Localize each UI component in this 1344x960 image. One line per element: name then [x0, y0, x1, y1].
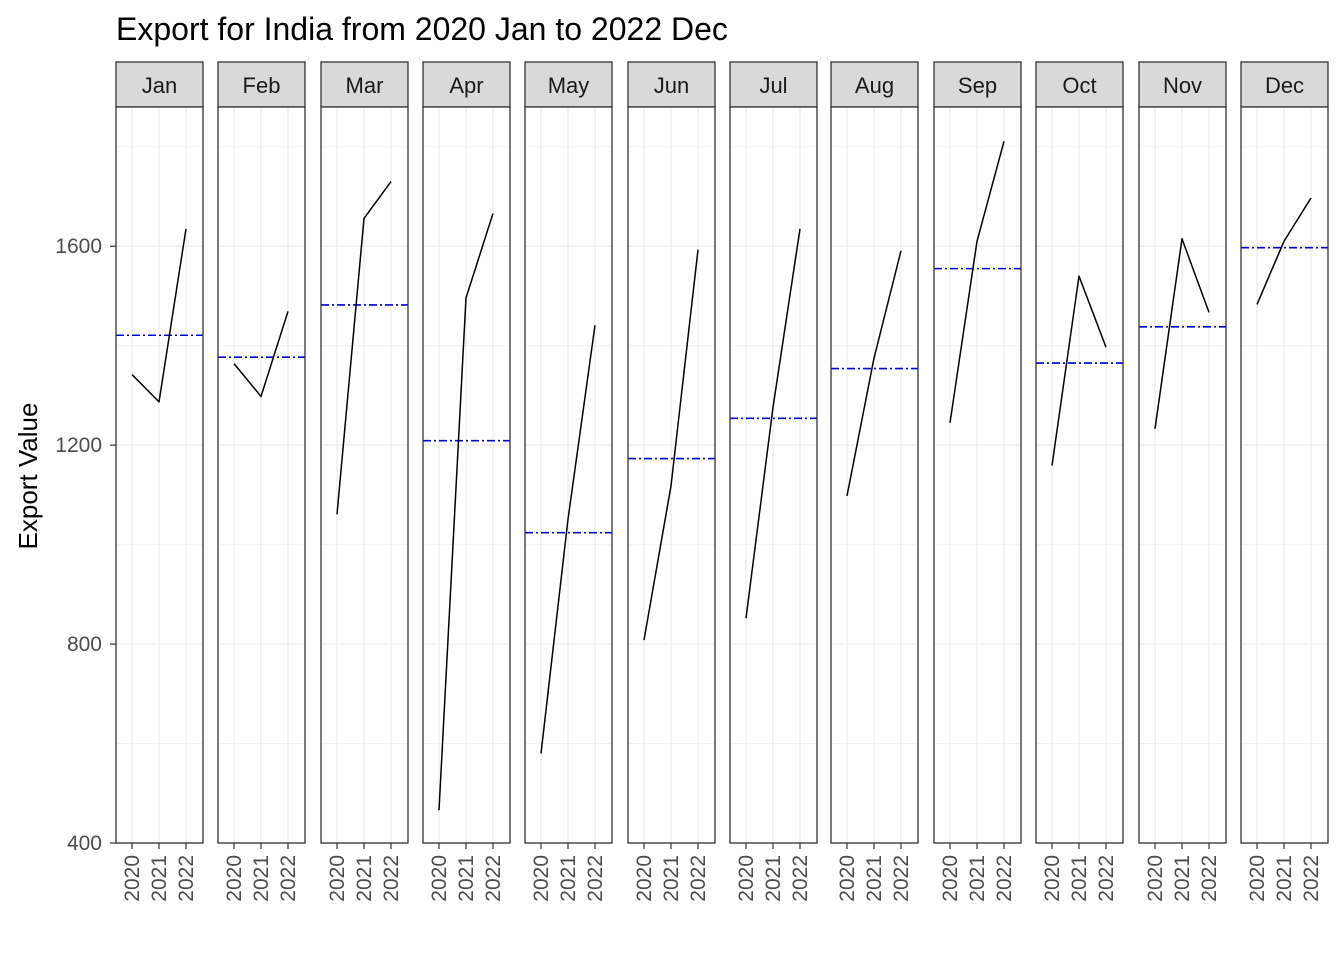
x-tick-label: 2021 [455, 855, 478, 902]
facet-strip-label: Feb [243, 73, 281, 98]
x-tick-label: 2021 [557, 855, 580, 902]
y-axis-title: Export Value [13, 403, 43, 550]
series-line-dec [1256, 197, 1312, 305]
facet-strip [1138, 61, 1227, 108]
facet-strip-label: Aug [855, 73, 894, 98]
x-tick-label: 2020 [1246, 855, 1269, 902]
facet-strip-label: May [548, 73, 590, 98]
series-line-apr [438, 213, 494, 811]
x-tick-label: 2022 [380, 855, 403, 902]
series-line-feb [233, 311, 289, 398]
facet-strip [933, 61, 1022, 108]
facet-panel-jan: Jan 2020 2021 2022 [115, 61, 204, 902]
facet-strip [729, 61, 818, 108]
series-line-may [540, 325, 596, 754]
chart-title: Export for India from 2020 Jan to 2022 D… [116, 11, 728, 47]
facet-strip [1035, 61, 1124, 108]
x-tick-label: 2022 [584, 855, 607, 902]
facet-strip-label: Nov [1163, 73, 1202, 98]
series-line-mar [336, 181, 392, 515]
facet-strip-label: Mar [346, 73, 384, 98]
series-line-jul [745, 228, 801, 619]
facet-panel-jun: Jun 2020 2021 2022 [627, 61, 716, 902]
x-tick-label: 2021 [660, 855, 683, 902]
series-line-jan [131, 228, 187, 403]
x-tick-label: 2022 [175, 855, 198, 902]
facet-strip [524, 61, 613, 108]
facet-panel-feb: Feb 2020 2021 2022 [217, 61, 306, 902]
facet-panel-sep: Sep 2020 2021 2022 [933, 61, 1022, 902]
x-tick-label: 2020 [1144, 855, 1167, 902]
x-tick-label: 2021 [148, 855, 171, 902]
x-tick-label: 2021 [966, 855, 989, 902]
x-tick-label: 2022 [993, 855, 1016, 902]
y-tick-label: 1600 [55, 235, 102, 258]
facet-panel-apr: Apr 2020 2021 2022 [422, 61, 511, 902]
series-line-aug [846, 250, 902, 497]
facet-panel-mar: Mar 2020 2021 2022 [320, 61, 409, 902]
facet-panel-may: May 2020 2021 2022 [524, 61, 613, 902]
series-line-oct [1051, 275, 1107, 466]
x-tick-label: 2022 [1095, 855, 1118, 902]
facet-panel-aug: Aug 2020 2021 2022 [830, 61, 919, 902]
x-tick-label: 2021 [353, 855, 376, 902]
facet-strip-label: Jul [759, 73, 787, 98]
y-tick-label: 400 [67, 832, 102, 855]
x-tick-label: 2022 [1300, 855, 1323, 902]
y-tick-label: 1200 [55, 434, 102, 457]
x-tick-label: 2022 [1198, 855, 1221, 902]
x-tick-label: 2020 [633, 855, 656, 902]
facet-strip [217, 61, 306, 108]
x-tick-label: 2020 [836, 855, 859, 902]
x-tick-label: 2021 [1068, 855, 1091, 902]
facet-panel-jul: Jul 2020 2021 2022 [729, 61, 818, 902]
x-tick-label: 2022 [482, 855, 505, 902]
x-tick-label: 2020 [530, 855, 553, 902]
facet-strip-label: Jun [654, 73, 689, 98]
x-tick-label: 2020 [121, 855, 144, 902]
facet-strip-label: Sep [958, 73, 997, 98]
x-tick-label: 2020 [735, 855, 758, 902]
x-tick-label: 2021 [1171, 855, 1194, 902]
x-tick-label: 2021 [1273, 855, 1296, 902]
x-tick-label: 2022 [890, 855, 913, 902]
facet-panel-dec: Dec 2020 2021 2022 [1240, 61, 1329, 902]
facet-panel-nov: Nov 2020 2021 2022 [1138, 61, 1227, 902]
facet-strip-label: Dec [1265, 73, 1304, 98]
x-tick-label: 2022 [789, 855, 812, 902]
x-tick-label: 2020 [428, 855, 451, 902]
y-axis: 400 800 1200 1600 [55, 235, 116, 855]
facet-strip [830, 61, 919, 108]
facet-strip-label: Oct [1062, 73, 1096, 98]
series-line-jun [643, 249, 699, 641]
facet-strip-label: Apr [449, 73, 483, 98]
facet-strip [627, 61, 716, 108]
facet-strip-label: Jan [142, 73, 177, 98]
x-tick-label: 2021 [863, 855, 886, 902]
x-tick-label: 2020 [1041, 855, 1064, 902]
y-tick-label: 800 [67, 633, 102, 656]
series-line-nov [1154, 238, 1210, 429]
x-tick-label: 2022 [277, 855, 300, 902]
facet-strip [115, 61, 204, 108]
series-line-sep [949, 141, 1005, 423]
x-tick-label: 2020 [939, 855, 962, 902]
x-tick-label: 2021 [250, 855, 273, 902]
facet-panel-oct: Oct 2020 2021 2022 [1035, 61, 1124, 902]
x-tick-label: 2022 [687, 855, 710, 902]
x-tick-label: 2021 [762, 855, 785, 902]
x-tick-label: 2020 [223, 855, 246, 902]
x-tick-label: 2020 [326, 855, 349, 902]
facet-strip [422, 61, 511, 108]
